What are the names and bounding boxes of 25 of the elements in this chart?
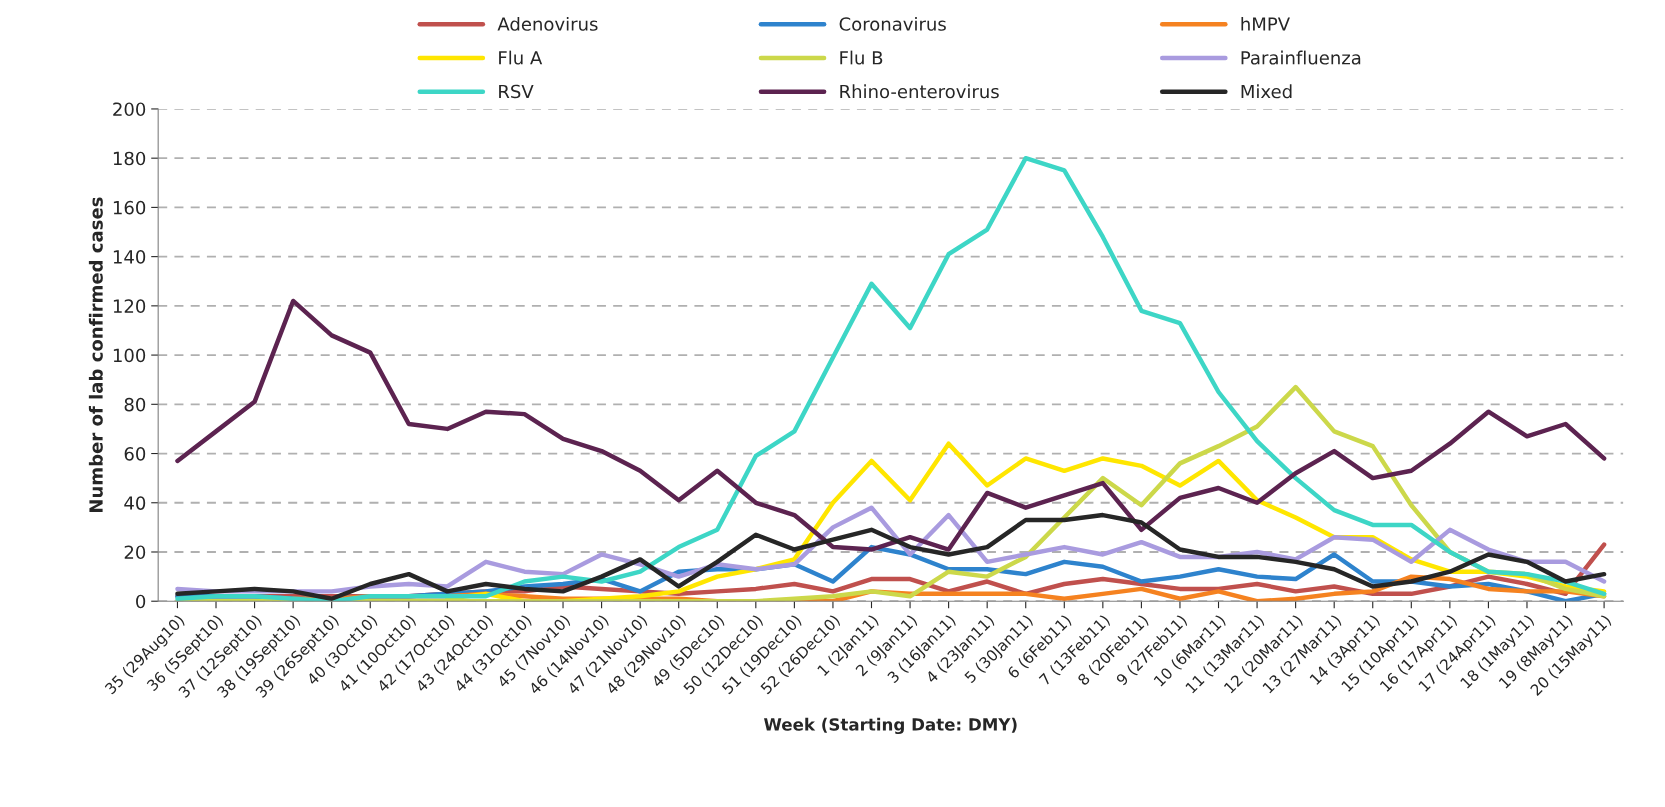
y-tick-label: 80 [124,397,146,412]
legend-label: Parainfluenza [1241,50,1361,65]
line-series [175,155,1607,602]
legend-label: Mixed [1241,84,1292,99]
y-tick-label: 120 [113,299,146,313]
y-axis-title: Number of lab confirmed cases [88,197,103,512]
x-axis-title: Week (Starting Date: DMY) [764,717,1017,735]
legend-label: RSV [499,84,534,99]
line-series [175,298,1607,552]
legend-label: Flu B [840,50,883,65]
y-tick-label: 180 [113,151,146,166]
legend-label: Rhino-enterovirus [840,84,999,99]
y-tick-label: 60 [124,446,146,461]
legend-label: Adenovirus [497,16,598,31]
y-tick-label: 0 [136,594,146,609]
legend-label: Flu A [499,50,543,65]
y-tick-label: 40 [124,496,146,510]
y-tick-label: 100 [113,348,146,363]
legend-label: hMPV [1241,16,1290,31]
line-series [175,384,1607,602]
y-tick-label: 200 [113,102,146,117]
y-tick-label: 140 [113,250,146,264]
legend-label: Coronavirus [839,16,946,31]
y-tick-label: 20 [124,545,146,560]
y-tick-label: 160 [113,200,146,215]
